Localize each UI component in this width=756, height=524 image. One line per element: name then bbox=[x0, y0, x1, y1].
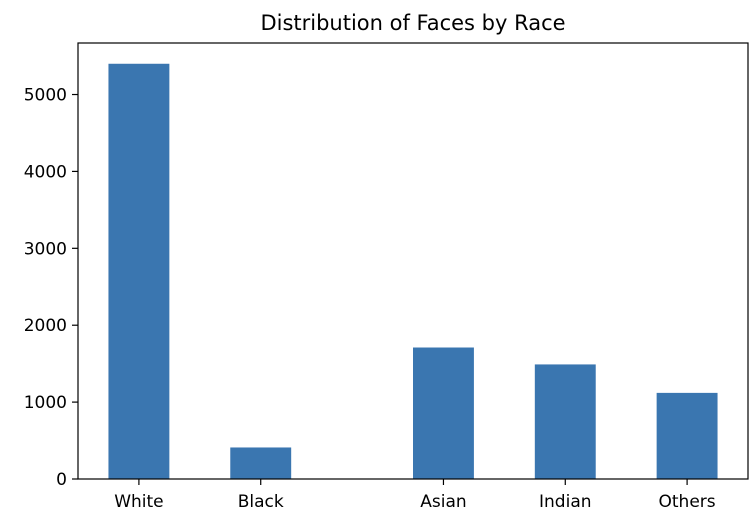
chart-title: Distribution of Faces by Race bbox=[260, 11, 565, 35]
bar-others bbox=[656, 392, 718, 479]
bar-asian bbox=[413, 347, 474, 479]
y-axis: 0 1000 2000 3000 4000 5000 bbox=[24, 86, 78, 490]
plot-area-frame bbox=[77, 42, 749, 480]
y-tick-label-1000: 1000 bbox=[24, 393, 67, 413]
y-tick-label-4000: 4000 bbox=[24, 162, 67, 182]
y-tick-label-5000: 5000 bbox=[24, 86, 67, 106]
bar-indian bbox=[534, 364, 596, 479]
bars bbox=[108, 63, 718, 480]
x-axis: White Black Asian Indian Others bbox=[114, 479, 716, 512]
y-tick-label-2000: 2000 bbox=[24, 316, 67, 336]
bar-black bbox=[230, 447, 292, 479]
x-tick-label-black: Black bbox=[238, 492, 284, 512]
x-tick-label-asian: Asian bbox=[420, 492, 466, 512]
bar-white bbox=[108, 63, 170, 480]
x-tick-label-white: White bbox=[114, 492, 163, 512]
y-tick-label-0: 0 bbox=[56, 470, 67, 490]
y-tick-label-3000: 3000 bbox=[24, 239, 67, 259]
x-tick-label-others: Others bbox=[659, 492, 716, 512]
x-tick-label-indian: Indian bbox=[539, 492, 592, 512]
